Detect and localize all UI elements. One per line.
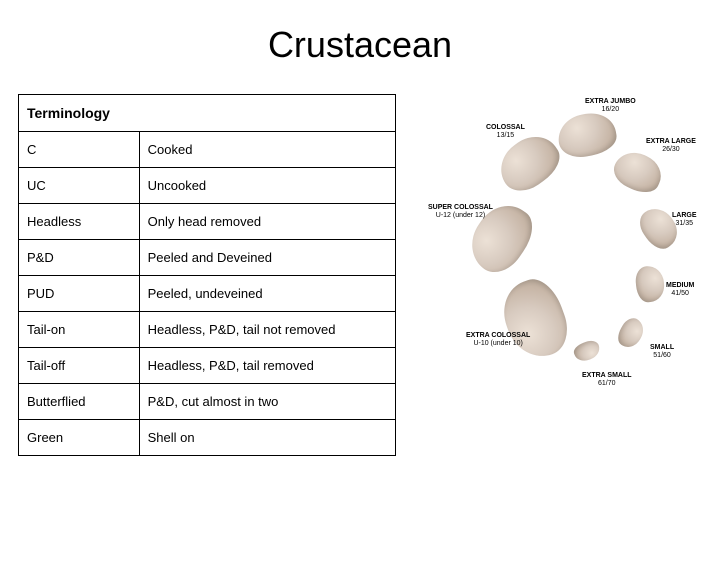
def-cell: Uncooked [139, 168, 395, 204]
size-label: EXTRA COLOSSALU-10 (under 10) [466, 332, 530, 347]
table-row: GreenShell on [19, 420, 396, 456]
def-cell: Headless, P&D, tail removed [139, 348, 395, 384]
term-cell: PUD [19, 276, 140, 312]
shrimp-shape [614, 315, 648, 352]
shrimp-shape [494, 272, 575, 365]
table-row: UCUncooked [19, 168, 396, 204]
size-label: EXTRA JUMBO16/20 [585, 98, 636, 113]
term-cell: Green [19, 420, 140, 456]
table-header: Terminology [19, 95, 396, 132]
term-cell: Tail-off [19, 348, 140, 384]
def-cell: Peeled and Deveined [139, 240, 395, 276]
def-cell: Cooked [139, 132, 395, 168]
term-cell: Butterflied [19, 384, 140, 420]
table-row: Tail-offHeadless, P&D, tail removed [19, 348, 396, 384]
size-label: EXTRA SMALL61/70 [582, 372, 632, 387]
shrimp-shape [572, 338, 603, 364]
page-title: Crustacean [0, 24, 720, 66]
table-row: ButterfliedP&D, cut almost in two [19, 384, 396, 420]
def-cell: Headless, P&D, tail not removed [139, 312, 395, 348]
size-label: EXTRA LARGE26/30 [646, 138, 696, 153]
shrimp-shape [555, 109, 619, 160]
term-cell: C [19, 132, 140, 168]
table-row: HeadlessOnly head removed [19, 204, 396, 240]
size-label: LARGE31/35 [672, 212, 697, 227]
def-cell: P&D, cut almost in two [139, 384, 395, 420]
table-row: P&DPeeled and Deveined [19, 240, 396, 276]
term-cell: UC [19, 168, 140, 204]
def-cell: Peeled, undeveined [139, 276, 395, 312]
table-row: CCooked [19, 132, 396, 168]
size-label: COLOSSAL13/15 [486, 124, 525, 139]
term-cell: Headless [19, 204, 140, 240]
table-row: Tail-onHeadless, P&D, tail not removed [19, 312, 396, 348]
size-label: SMALL51/60 [650, 344, 674, 359]
def-cell: Only head removed [139, 204, 395, 240]
term-cell: P&D [19, 240, 140, 276]
shrimp-shape [634, 265, 665, 303]
terminology-table-wrap: Terminology CCooked UCUncooked HeadlessO… [18, 94, 396, 456]
shrimp-shape [609, 146, 668, 199]
table-row: PUDPeeled, undeveined [19, 276, 396, 312]
term-cell: Tail-on [19, 312, 140, 348]
shrimp-size-chart: EXTRA JUMBO16/20 COLOSSAL13/15 EXTRA LARGE… [410, 94, 702, 414]
shrimp-shape [634, 202, 684, 255]
def-cell: Shell on [139, 420, 395, 456]
terminology-table: Terminology CCooked UCUncooked HeadlessO… [18, 94, 396, 456]
size-label: MEDIUM41/50 [666, 282, 694, 297]
size-label: SUPER COLOSSALU-12 (under 12) [428, 204, 493, 219]
content-row: Terminology CCooked UCUncooked HeadlessO… [0, 94, 720, 456]
